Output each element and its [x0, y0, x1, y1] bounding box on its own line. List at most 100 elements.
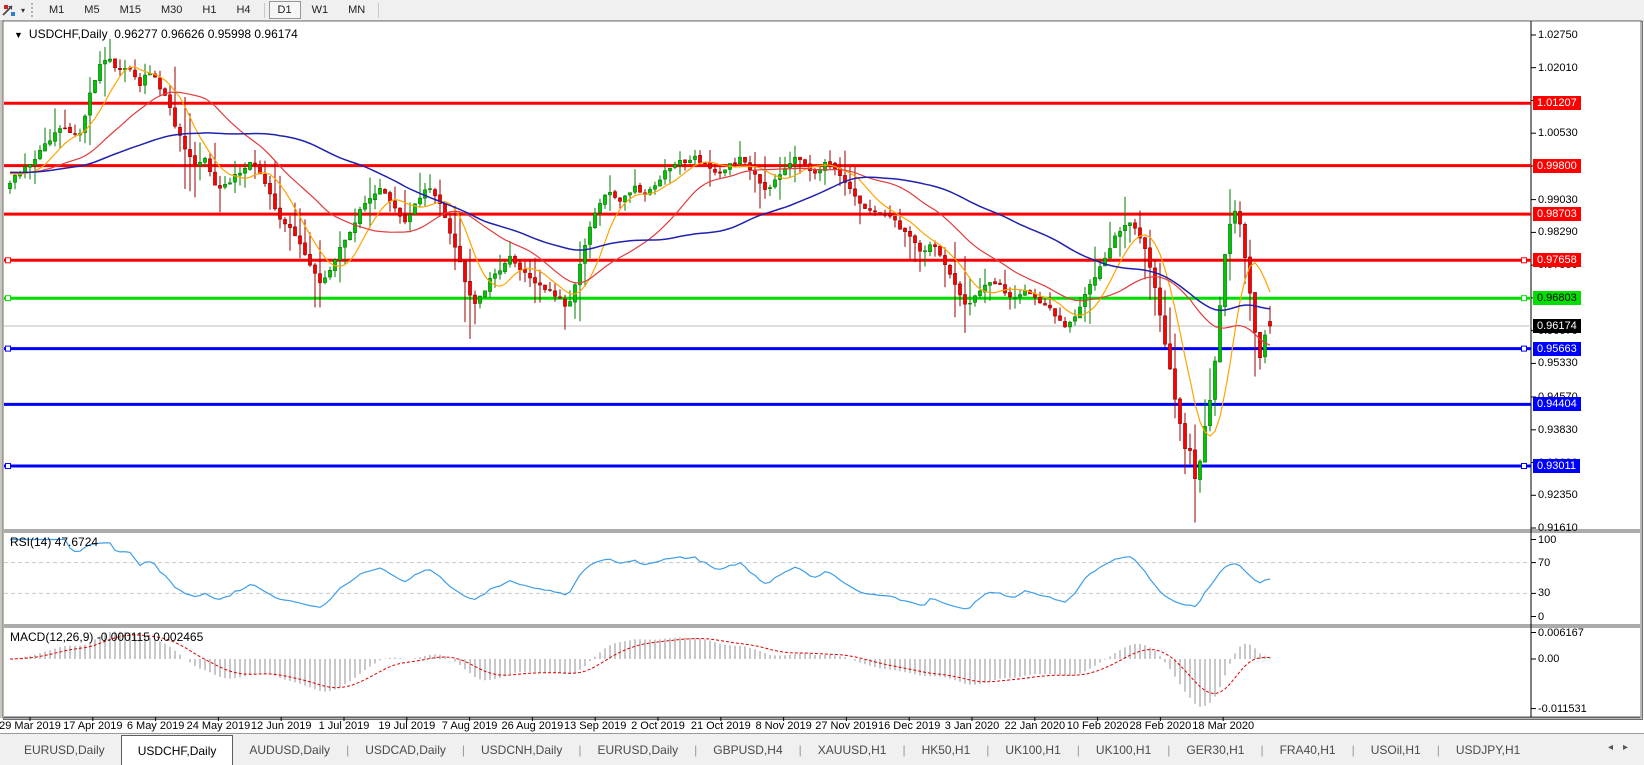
timeframe-button-m15[interactable]: M15 — [119, 4, 141, 16]
current-price-label: 0.96174 — [1533, 319, 1581, 333]
rsi-axis-tick: 0 — [1538, 610, 1545, 623]
tab-separator: | — [798, 742, 802, 757]
timeframe-toolbar: ▾ M1 M5 M15 M30 H1 H4 D1 W1 MN — [0, 0, 1644, 21]
date-axis-label: 1 Jul 2019 — [318, 720, 370, 732]
date-axis-label: 26 Aug 2019 — [501, 720, 564, 732]
hline-price-label[interactable]: 0.97658 — [1533, 253, 1581, 268]
hline-price-label[interactable]: 0.95663 — [1533, 341, 1581, 356]
price-axis-tick: 0.95330 — [1538, 357, 1578, 370]
price-axis-tick: 0.99030 — [1538, 193, 1578, 206]
rsi-value: 47.6724 — [54, 535, 99, 549]
hline-price-label[interactable]: 0.96803 — [1533, 291, 1581, 306]
symbol-tab-uk100-h1[interactable]: UK100,H1 — [1095, 742, 1152, 757]
chart-tool-icon[interactable] — [1, 2, 19, 18]
date-axis-label: 8 Nov 2019 — [755, 720, 812, 732]
date-axis-label: 10 Feb 2020 — [1066, 720, 1129, 732]
price-axis-tick: 1.02010 — [1538, 61, 1578, 74]
symbol-tabbar: EURUSD,Daily USDCHF,Daily AUDUSD,Daily | USD… — [0, 733, 1644, 765]
date-axis-label: 24 May 2019 — [186, 720, 251, 732]
date-axis-label: 29 Mar 2019 — [0, 720, 61, 732]
price-axis-tick: 0.98290 — [1538, 226, 1578, 239]
symbol-tab-eurusd-daily[interactable]: EURUSD,Daily — [597, 742, 679, 757]
price-axis-tick: 0.91610 — [1538, 522, 1578, 534]
symbol-tab-fra40-h1[interactable]: FRA40,H1 — [1279, 742, 1336, 757]
timeframe-button-m30[interactable]: M30 — [160, 4, 183, 16]
date-axis-label: 27 Nov 2019 — [815, 720, 878, 732]
tab-separator: | — [1351, 742, 1355, 757]
date-axis-label: 12 Jun 2019 — [250, 720, 312, 732]
date-axis-label: 13 Sep 2019 — [563, 720, 627, 732]
symbol-tab-gbpusd-h4[interactable]: GBPUSD,H4 — [713, 742, 783, 757]
date-axis-label: 17 Apr 2019 — [63, 720, 123, 732]
timeframe-button-h4[interactable]: H4 — [236, 4, 251, 16]
toolbar-separator — [263, 2, 265, 18]
tab-separator: | — [1076, 742, 1080, 757]
hline-price-label[interactable]: 0.93011 — [1533, 459, 1580, 473]
macd-axis-tick: 0.006167 — [1538, 626, 1584, 639]
macd-axis-tick: 0.00 — [1538, 653, 1560, 665]
tab-separator: | — [1436, 742, 1440, 757]
date-axis-label: 3 Jan 2020 — [944, 720, 1000, 732]
hline-price-label[interactable]: 0.98703 — [1533, 207, 1581, 222]
chart-symbol-label: USDCHF,Daily — [28, 27, 108, 41]
rsi-axis-tick: 100 — [1538, 533, 1557, 546]
toolbar-separator — [378, 2, 380, 18]
timeframe-button-m1[interactable]: M1 — [49, 4, 65, 16]
date-axis-label: 7 Aug 2019 — [441, 720, 498, 732]
symbol-tab-usdchf-daily[interactable]: USDCHF,Daily — [120, 735, 234, 765]
tab-separator: | — [578, 742, 582, 757]
chart-ohlc-values: 0.96277 0.96626 0.95998 0.96174 — [114, 27, 298, 41]
macd-values: -0.000115 0.002465 — [96, 630, 204, 644]
dropdown-caret-icon[interactable]: ▾ — [21, 5, 26, 15]
price-axis-tick: 1.00530 — [1538, 127, 1578, 140]
collapse-triangle-icon[interactable]: ▼ — [14, 30, 23, 40]
date-axis-label: 19 Jul 2019 — [378, 720, 436, 732]
date-axis-label: 2 Oct 2019 — [631, 720, 685, 732]
date-axis-label: 18 Mar 2020 — [1192, 720, 1255, 732]
tab-separator: | — [902, 742, 906, 757]
symbol-tab-ger30-h1[interactable]: GER30,H1 — [1186, 742, 1245, 757]
tab-separator: | — [346, 742, 350, 757]
symbol-tab-usdcad-daily[interactable]: USDCAD,Daily — [365, 742, 446, 757]
hline-price-label[interactable]: 1.01207 — [1533, 96, 1581, 111]
rsi-axis-tick: 30 — [1538, 587, 1551, 600]
rsi-axis-tick: 70 — [1538, 556, 1551, 569]
tab-separator: | — [694, 742, 698, 757]
symbol-tab-audusd-daily[interactable]: AUDUSD,Daily — [249, 742, 331, 757]
date-axis-label: 16 Dec 2019 — [877, 720, 941, 732]
symbol-tab-eurusd-daily[interactable]: EURUSD,Daily — [24, 742, 105, 757]
symbol-tab-usdjpy-h1[interactable]: USDJPY,H1 — [1455, 742, 1521, 757]
chart-title: ▼ USDCHF,Daily 0.96277 0.96626 0.95998 0.… — [14, 27, 298, 41]
symbol-tab-uk100-h1[interactable]: UK100,H1 — [1005, 742, 1061, 757]
price-axis-tick: 0.92350 — [1538, 489, 1578, 502]
symbol-tab-usoil-h1[interactable]: USOil,H1 — [1370, 742, 1421, 757]
date-axis-label: 22 Jan 2020 — [1004, 720, 1066, 732]
symbol-tab-xauusd-h1[interactable]: XAUUSD,H1 — [817, 742, 887, 757]
symbol-tab-usdcnh-daily[interactable]: USDCNH,Daily — [481, 742, 563, 757]
tab-separator: | — [1260, 742, 1264, 757]
tab-scroll-left-icon[interactable]: ◂ — [1607, 742, 1623, 753]
date-axis-label: 28 Feb 2020 — [1129, 720, 1192, 732]
hline-price-label[interactable]: 0.94404 — [1533, 397, 1581, 412]
price-axis-tick: 1.02750 — [1538, 29, 1578, 41]
price-axis-tick: 0.93830 — [1538, 423, 1578, 436]
macd-axis-tick: -0.011531 — [1538, 702, 1587, 715]
toolbar-grip — [31, 3, 34, 17]
date-axis-label: 6 May 2019 — [126, 720, 185, 732]
tab-separator: | — [986, 742, 990, 757]
symbol-tab-hk50-h1[interactable]: HK50,H1 — [921, 742, 971, 757]
date-axis-label: 21 Oct 2019 — [690, 720, 751, 732]
tab-scroll-right-icon[interactable]: ▸ — [1622, 742, 1638, 753]
tab-separator: | — [1167, 742, 1171, 757]
timeframe-button-h1[interactable]: H1 — [202, 4, 217, 16]
timeframe-button-d1[interactable]: D1 — [268, 1, 301, 19]
timeframe-button-w1[interactable]: W1 — [311, 4, 329, 16]
hline-price-label[interactable]: 0.99800 — [1533, 158, 1581, 173]
tab-separator: | — [461, 742, 465, 757]
tab-scroll-arrows[interactable]: ◂▸ — [1608, 742, 1638, 753]
macd-indicator-label: MACD(12,26,9) -0.000115 0.002465 — [10, 630, 204, 644]
timeframe-button-mn[interactable]: MN — [348, 4, 366, 16]
timeframe-button-m5[interactable]: M5 — [84, 4, 100, 16]
rsi-indicator-label: RSI(14) 47.6724 — [10, 535, 99, 549]
